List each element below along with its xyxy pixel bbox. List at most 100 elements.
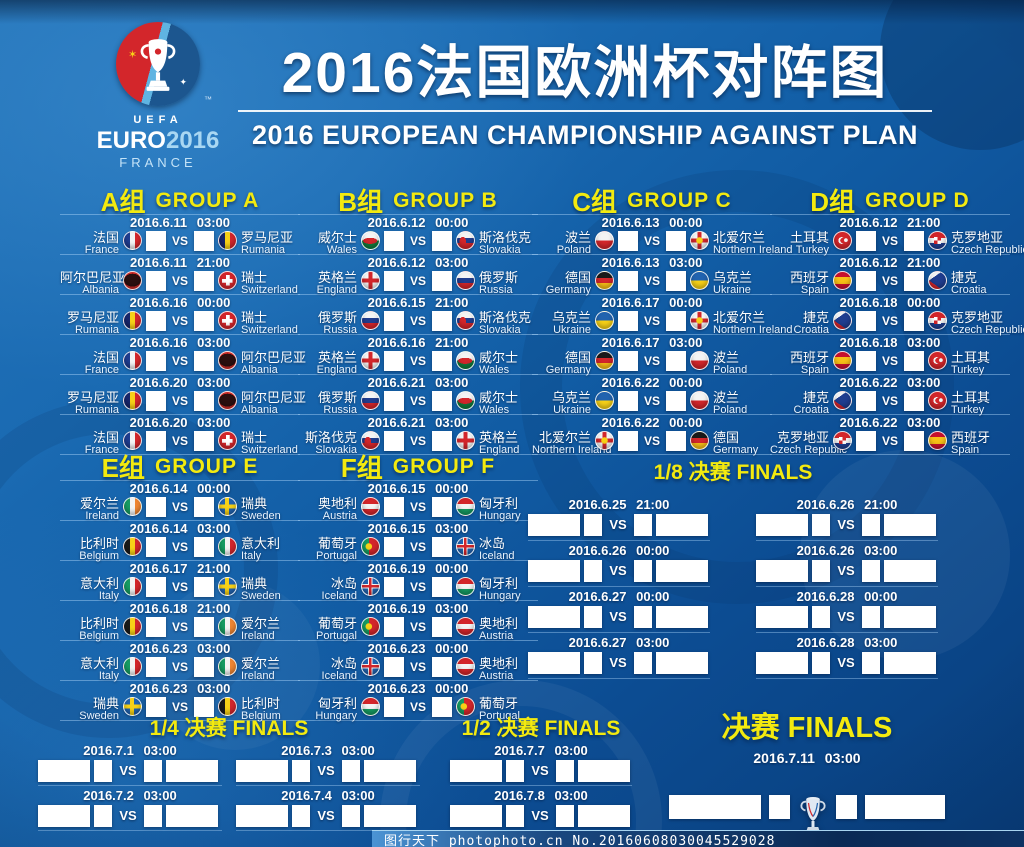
team-name-cn: 斯洛伐克 [304, 430, 357, 445]
home-score-box [384, 311, 404, 331]
logo-country-text: FRANCE [119, 155, 197, 170]
team-away: 威尔士 Wales [479, 351, 538, 376]
italy-flag-icon [123, 657, 142, 676]
team-name-en: Italy [98, 590, 119, 602]
team-name-en: France [84, 244, 119, 256]
ireland-flag-icon [123, 497, 142, 516]
team-name-en: Turkey [795, 244, 829, 256]
group-match: 2016.6.14 03:00 比利时 Belgium VS 意大利 Italy [60, 520, 300, 562]
wales-flag-icon [456, 391, 475, 410]
group-match: 2016.6.20 03:00 法国 France VS 瑞士 Switzerland [60, 414, 300, 456]
match-date: 2016.7.7 03:00 [494, 743, 588, 758]
group-match: 2016.6.19 00:00 冰岛 Iceland VS 匈牙利 Hungary [298, 560, 538, 602]
germany-flag-icon [595, 271, 614, 290]
match-row: VS [236, 760, 420, 782]
match-date: 2016.6.22 03:00 [839, 375, 941, 390]
match-row: 罗马尼亚 Rumania VS 阿尔巴尼亚 Albania [60, 390, 306, 416]
group-match: 2016.6.12 21:00 西班牙 Spain VS 捷克 Croatia [770, 254, 1010, 296]
team-away: 瑞典 Sweden [241, 497, 300, 522]
team-home: 冰岛 Iceland [298, 577, 357, 602]
group-title-en: GROUP C [627, 188, 732, 212]
team-away: 北爱尔兰 Northern Ireland [713, 311, 793, 336]
team-away: 乌克兰 Ukraine [713, 271, 772, 296]
austria-flag-icon [361, 497, 380, 516]
team-home: 意大利 Italy [60, 657, 119, 682]
knockout-match: 2016.7.1 03:00 VS [38, 744, 222, 786]
team-name-en: Ukraine [713, 284, 751, 296]
group-match: 2016.6.22 03:00 克罗地亚 Czech Republic VS 西班牙 Sp… [770, 414, 1010, 456]
team-name-cn: 匈牙利 [479, 496, 519, 511]
home-score-box [618, 231, 638, 251]
match-date: 2016.6.16 00:00 [129, 295, 231, 310]
team-name-cn: 瑞典 [92, 696, 119, 711]
team-name-cn: 捷克 [802, 390, 829, 405]
vs-label: VS [609, 517, 627, 532]
team-name-cn: 罗马尼亚 [66, 390, 119, 405]
group-title-cn: B组 [338, 187, 384, 217]
away-score-box [634, 560, 652, 582]
semi-finals-title: 1/2 决赛 FINALS [461, 717, 621, 740]
team-name-en: Italy [98, 670, 119, 682]
team-home: 捷克 Croatia [770, 311, 829, 336]
team-name-cn: 奥地利 [317, 496, 357, 511]
away-score-box [432, 617, 452, 637]
team-home: 威尔士 Wales [298, 231, 357, 256]
iceland-flag-icon [361, 577, 380, 596]
vs-label: VS [171, 314, 188, 328]
uefa-euro2016-logo: ✶ ✦ ™ UEFA EURO2016 FRANCE [83, 22, 233, 170]
away-score-box [432, 351, 452, 371]
belgium-flag-icon [218, 697, 237, 716]
match-date: 2016.6.21 03:00 [367, 415, 469, 430]
away-team-box [656, 652, 708, 674]
final-section: 决赛 FINALS 2016.7.11 03:00 [652, 712, 962, 835]
home-score-box [618, 391, 638, 411]
home-score-box [856, 271, 876, 291]
group-match: 2016.6.15 00:00 奥地利 Austria VS 匈牙利 Hungary [298, 480, 538, 522]
away-score-box [556, 760, 574, 782]
team-home: 北爱尔兰 Northern Ireland [532, 431, 612, 456]
match-date: 2016.6.17 00:00 [601, 295, 703, 310]
group-match: 2016.6.12 00:00 威尔士 Wales VS 斯洛伐克 Slovakia [298, 214, 538, 256]
away-score-box [904, 311, 924, 331]
team-name-cn: 爱尔兰 [241, 656, 281, 671]
knockout-match: 2016.7.3 03:00 VS [236, 744, 420, 786]
match-date: 2016.6.11 21:00 [130, 255, 230, 270]
team-home: 冰岛 Iceland [298, 657, 357, 682]
match-date: 2016.6.25 21:00 [568, 497, 670, 512]
team-name-en: Italy [241, 550, 262, 562]
group-title-cn: E组 [101, 453, 145, 483]
quarter-finals-grid: 2016.7.1 03:00 VS 2016.7.3 03:00 VS 2016.7.2… [38, 744, 420, 834]
team-name-en: Portugal [316, 550, 357, 562]
team-home: 葡萄牙 Portugal [298, 537, 357, 562]
away-score-box [144, 760, 162, 782]
albania-flag-icon [218, 351, 237, 370]
vs-label: VS [171, 580, 188, 594]
team-name-cn: 北爱尔兰 [713, 230, 766, 245]
team-name-en: Germany [713, 444, 759, 456]
group-match: 2016.6.11 03:00 法国 France VS 罗马尼亚 Rumania [60, 214, 300, 256]
home-score-box [384, 391, 404, 411]
spain-flag-icon [833, 271, 852, 290]
match-date: 2016.6.17 21:00 [129, 561, 231, 576]
semi-finals-grid: 2016.7.7 03:00 VS 2016.7.8 03:00 VS [450, 744, 632, 831]
home-score-box [812, 560, 830, 582]
team-name-en: Ukraine [553, 404, 591, 416]
team-name-cn: 乌克兰 [551, 310, 591, 325]
vs-label: VS [837, 609, 855, 624]
team-name-en: Iceland [479, 550, 515, 562]
vs-label: VS [881, 234, 898, 248]
group-f-header: F组 GROUP F [298, 448, 538, 483]
away-score-box [432, 271, 452, 291]
team-home: 德国 Germany [532, 271, 591, 296]
team-away: 斯洛伐克 Slovakia [479, 311, 538, 336]
slovakia-flag-icon [456, 311, 475, 330]
knockout-match: 2016.7.7 03:00 VS [450, 744, 632, 786]
match-row: 德国 Germany VS 波兰 Poland [532, 351, 772, 376]
team-name-en: Germany [545, 364, 591, 376]
home-score-box [292, 760, 310, 782]
team-home: 爱尔兰 Ireland [60, 497, 119, 522]
home-score-box [146, 697, 166, 717]
turkey-flag-icon [928, 351, 947, 370]
match-date: 2016.6.22 00:00 [601, 375, 703, 390]
home-score-box [146, 617, 166, 637]
